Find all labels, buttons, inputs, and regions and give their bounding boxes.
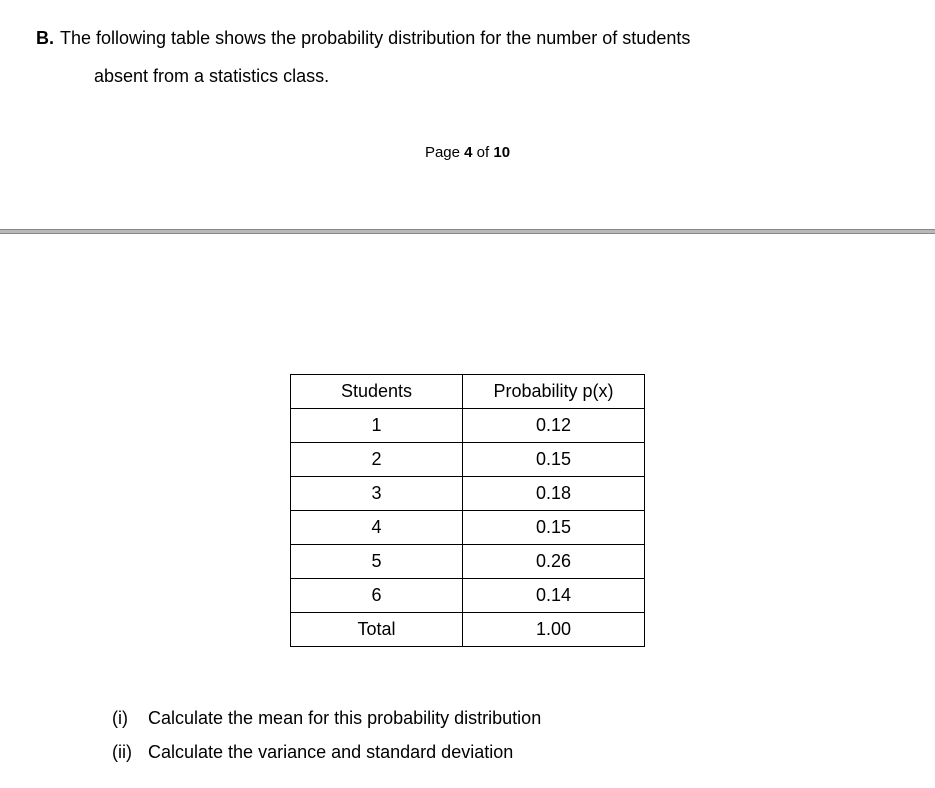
table-row: 10.12 xyxy=(291,408,645,442)
page-prefix: Page xyxy=(425,144,464,161)
cell-prob: 0.18 xyxy=(463,476,645,510)
col-header-students: Students xyxy=(291,374,463,408)
subq-text: Calculate the mean for this probability … xyxy=(148,701,541,735)
cell-prob: 0.15 xyxy=(463,510,645,544)
table-row: 50.26 xyxy=(291,544,645,578)
probability-table: Students Probability p(x) 10.12 20.15 30… xyxy=(290,374,645,647)
cell-students: 1 xyxy=(291,408,463,442)
subq-number: (ii) xyxy=(112,735,138,769)
horizontal-rule xyxy=(0,229,935,234)
subquestions: (i) Calculate the mean for this probabil… xyxy=(36,701,899,769)
subquestion: (ii) Calculate the variance and standard… xyxy=(112,735,899,769)
table-row: 60.14 xyxy=(291,578,645,612)
page-current: 4 xyxy=(464,144,472,161)
subquestion: (i) Calculate the mean for this probabil… xyxy=(112,701,899,735)
table-row: 40.15 xyxy=(291,510,645,544)
page-separator: of xyxy=(473,144,494,161)
table-header-row: Students Probability p(x) xyxy=(291,374,645,408)
cell-prob: 0.12 xyxy=(463,408,645,442)
table-row: 20.15 xyxy=(291,442,645,476)
cell-students: 3 xyxy=(291,476,463,510)
cell-prob: 0.26 xyxy=(463,544,645,578)
cell-prob: 1.00 xyxy=(463,612,645,646)
cell-students: 2 xyxy=(291,442,463,476)
cell-students: Total xyxy=(291,612,463,646)
question-intro-line2: absent from a statistics class. xyxy=(94,66,329,86)
cell-students: 6 xyxy=(291,578,463,612)
subq-text: Calculate the variance and standard devi… xyxy=(148,735,513,769)
page-indicator: Page 4 of 10 xyxy=(36,144,899,161)
question-intro-line1: The following table shows the probabilit… xyxy=(60,28,690,48)
question-label: B. xyxy=(36,28,54,48)
cell-students: 4 xyxy=(291,510,463,544)
cell-prob: 0.15 xyxy=(463,442,645,476)
cell-students: 5 xyxy=(291,544,463,578)
question-intro: B. The following table shows the probabil… xyxy=(36,20,899,96)
table-row: Total1.00 xyxy=(291,612,645,646)
col-header-probability: Probability p(x) xyxy=(463,374,645,408)
subq-number: (i) xyxy=(112,701,138,735)
table-row: 30.18 xyxy=(291,476,645,510)
page-total: 10 xyxy=(493,144,510,161)
cell-prob: 0.14 xyxy=(463,578,645,612)
